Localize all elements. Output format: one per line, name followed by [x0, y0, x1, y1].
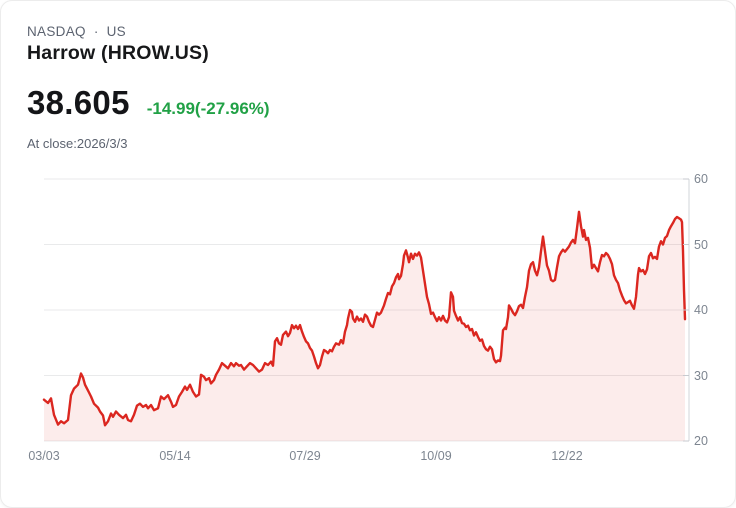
- exchange-label: NASDAQ: [27, 24, 86, 39]
- region-label: US: [106, 24, 126, 39]
- x-axis-label: 07/29: [289, 449, 321, 463]
- y-axis-label: 20: [694, 434, 708, 448]
- price-chart-svg[interactable]: [42, 171, 696, 449]
- price-row: 38.605 -14.99(-27.96%): [27, 84, 270, 122]
- y-axis-ticks: [683, 178, 689, 442]
- y-axis-label: 40: [694, 303, 708, 317]
- x-axis-label: 05/14: [159, 449, 191, 463]
- exchange-row: NASDAQ · US: [27, 24, 126, 39]
- y-axis-label: 50: [694, 237, 708, 252]
- gridlines: [44, 178, 689, 442]
- last-price: 38.605: [27, 84, 130, 121]
- x-axis-label: 03/03: [28, 449, 60, 463]
- x-axis-label: 10/09: [420, 449, 452, 463]
- price-area-fill: [44, 211, 685, 441]
- page-title: Harrow (HROW.US): [27, 42, 209, 64]
- close-timestamp: At close:2026/3/3: [27, 136, 128, 151]
- price-line[interactable]: [42, 210, 687, 427]
- y-axis-label: 60: [694, 172, 708, 186]
- x-axis-label: 12/22: [551, 449, 583, 463]
- y-axis-label: 30: [694, 368, 708, 383]
- price-change: -14.99(-27.96%): [146, 99, 270, 118]
- dot-separator: ·: [93, 24, 99, 39]
